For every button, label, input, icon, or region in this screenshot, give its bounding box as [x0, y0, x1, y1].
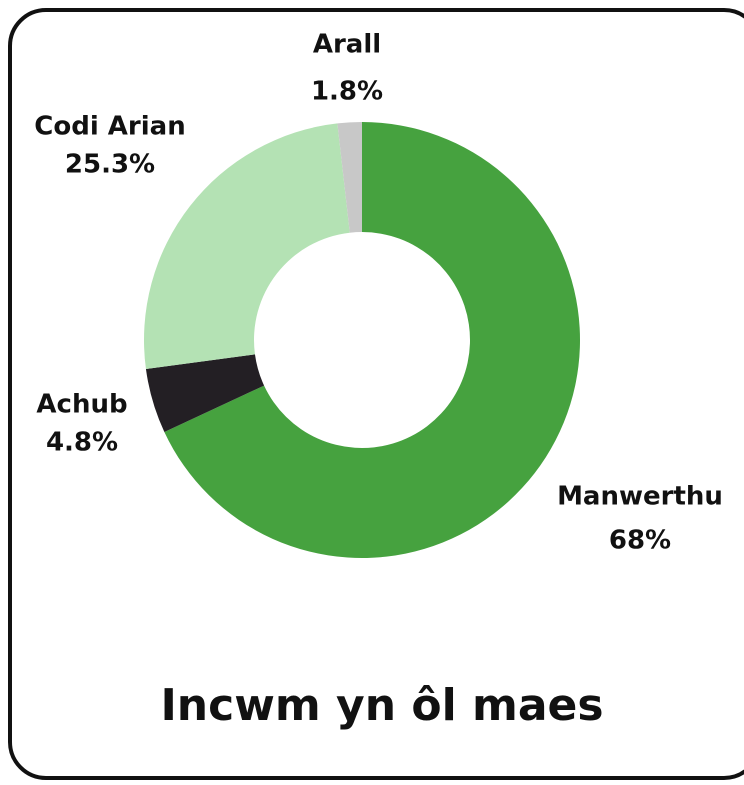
- slice: [144, 123, 350, 370]
- slice-label: Codi Arian: [34, 112, 185, 142]
- slice-value: 4.8%: [46, 428, 118, 458]
- slice: [164, 122, 580, 559]
- slice: [337, 122, 362, 233]
- slice: [145, 354, 265, 432]
- slice-value: 68%: [609, 526, 671, 556]
- slice-value: 25.3%: [65, 150, 155, 180]
- chart-title: Incwm yn ôl maes: [160, 680, 603, 731]
- donut: [144, 122, 580, 559]
- slice-value: 1.8%: [311, 77, 383, 107]
- slice-label: Achub: [36, 390, 127, 420]
- slice-label: Arall: [313, 30, 381, 60]
- slice-label: Manwerthu: [557, 482, 723, 512]
